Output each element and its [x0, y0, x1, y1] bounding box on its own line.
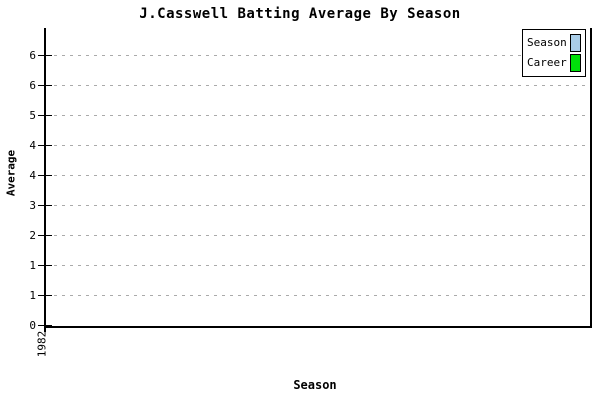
y-tick-label: 6: [29, 79, 36, 92]
gridline: [54, 235, 586, 236]
legend-row-career: Career: [527, 54, 581, 72]
gridline: [54, 295, 586, 296]
y-tick-label: 2: [29, 229, 36, 242]
y-tick-label: 1: [29, 289, 36, 302]
legend-row-season: Season: [527, 34, 581, 52]
y-tick-label: 4: [29, 139, 36, 152]
y-tick: [38, 55, 52, 56]
y-tick: [38, 145, 52, 146]
y-tick: [38, 265, 52, 266]
y-tick: [38, 325, 52, 326]
y-tick: [38, 85, 52, 86]
y-tick: [38, 205, 52, 206]
gridline: [54, 85, 586, 86]
legend-label-season: Season: [527, 36, 567, 49]
x-axis-label: Season: [293, 378, 337, 392]
gridline: [54, 145, 586, 146]
gridline: [54, 55, 586, 56]
legend-label-career: Career: [527, 56, 567, 69]
y-tick-label: 6: [29, 49, 36, 62]
y-tick-label: 4: [29, 169, 36, 182]
y-tick-label: 5: [29, 109, 36, 122]
y-tick: [38, 235, 52, 236]
x-tick-label: 1982: [35, 330, 49, 358]
gridline: [54, 115, 586, 116]
gridline: [54, 175, 586, 176]
plot-right-border: [590, 28, 592, 328]
gridline: [54, 265, 586, 266]
y-tick: [38, 295, 52, 296]
y-tick-label: 1: [29, 259, 36, 272]
y-tick: [38, 175, 52, 176]
chart-title: J.Casswell Batting Average By Season: [139, 6, 461, 22]
legend-swatch-career: [570, 54, 581, 72]
legend-box: Season Career: [522, 29, 586, 77]
y-tick-label: 0: [29, 319, 36, 332]
x-axis-line: [44, 326, 592, 328]
gridline: [54, 205, 586, 206]
y-tick-label: 3: [29, 199, 36, 212]
legend-swatch-season: [570, 34, 581, 52]
x-tick: [44, 327, 46, 332]
y-axis-line: [44, 28, 46, 327]
y-tick: [38, 115, 52, 116]
